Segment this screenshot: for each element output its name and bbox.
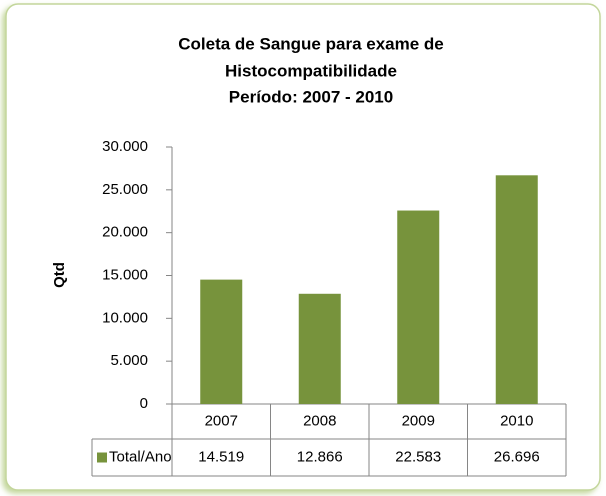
bar	[397, 210, 440, 404]
y-tick-label: 30.000	[102, 138, 148, 155]
data-label: 14.519	[198, 448, 244, 465]
y-tick-label: 20.000	[102, 224, 148, 241]
x-tick-label: 2008	[303, 412, 336, 429]
bar	[200, 279, 243, 404]
legend-label: Total/Ano	[109, 448, 172, 465]
y-axis-label: Qtd	[51, 262, 68, 288]
y-tick-label: 10.000	[102, 309, 148, 326]
x-tick-label: 2010	[500, 412, 533, 429]
y-tick-label: 5.000	[110, 352, 148, 369]
bar	[298, 293, 341, 404]
data-label: 12.866	[297, 448, 343, 465]
chart-title: Histocompatibilidade	[225, 61, 397, 80]
x-tick-label: 2007	[205, 412, 238, 429]
data-label: 22.583	[395, 448, 441, 465]
chart-title: Coleta de Sangue para exame de	[178, 34, 444, 53]
y-tick-label: 0	[140, 395, 148, 412]
x-tick-label: 2009	[402, 412, 435, 429]
y-tick-label: 15.000	[102, 266, 148, 283]
data-label: 26.696	[494, 448, 540, 465]
chart-title: Período: 2007 - 2010	[229, 87, 393, 106]
legend-swatch	[97, 452, 107, 463]
bar	[495, 175, 538, 404]
chart-frame	[5, 3, 601, 491]
y-tick-label: 25.000	[102, 181, 148, 198]
